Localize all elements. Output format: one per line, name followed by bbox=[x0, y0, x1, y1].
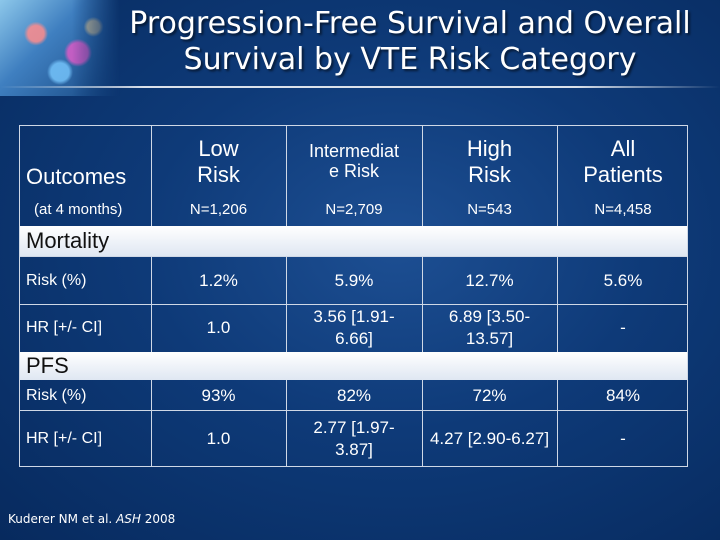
col-divider bbox=[422, 126, 423, 466]
header-intermediate-risk-line1: Intermediat bbox=[308, 141, 400, 161]
header-low-risk: Low Risk bbox=[151, 132, 286, 192]
table-cell: 5.6% bbox=[603, 270, 643, 290]
table-cell: 82% bbox=[336, 385, 372, 405]
col-divider bbox=[151, 126, 152, 466]
page-title: Progression-Free Survival and Overall Su… bbox=[110, 6, 710, 78]
cell-line: 6.66] bbox=[335, 329, 373, 348]
header-all-patients: All Patients bbox=[557, 132, 689, 192]
header-low-risk-line2: Risk bbox=[197, 162, 240, 187]
header-high-risk: High Risk bbox=[422, 132, 557, 192]
cell-line: 3.87] bbox=[335, 440, 373, 459]
header-high-risk-line2: Risk bbox=[468, 162, 511, 187]
row-divider bbox=[20, 304, 687, 305]
outcomes-table: Outcomes (at 4 months) Low Risk Intermed… bbox=[19, 125, 688, 467]
n-all-patients: N=4,458 bbox=[594, 200, 652, 218]
table-cell: 12.7% bbox=[465, 270, 514, 290]
row-label: HR [+/- CI] bbox=[26, 430, 103, 447]
table-cell: 72% bbox=[472, 385, 507, 405]
section-pfs: PFS bbox=[20, 352, 687, 380]
table-cell: 4.27 [2.90-6.27] bbox=[429, 429, 550, 448]
table-cell: 3.56 [1.91- 6.66] bbox=[286, 305, 422, 351]
header-outcomes: Outcomes bbox=[26, 164, 127, 189]
header-all-patients-line1: All bbox=[610, 136, 636, 161]
header-intermediate-risk-line2: e Risk bbox=[328, 161, 379, 181]
header-timeframe: (at 4 months) bbox=[34, 200, 123, 218]
title-divider bbox=[0, 86, 720, 88]
table-cell: 1.2% bbox=[199, 270, 238, 290]
cell-line: 2.77 [1.97- bbox=[313, 418, 395, 437]
header-all-patients-line2: Patients bbox=[583, 162, 663, 187]
n-intermediate-risk: N=2,709 bbox=[325, 200, 383, 218]
row-label: Risk (%) bbox=[26, 386, 87, 404]
n-high-risk: N=543 bbox=[467, 200, 512, 218]
table-cell: - bbox=[620, 429, 626, 448]
header-high-risk-line1: High bbox=[466, 136, 513, 161]
table-cell: - bbox=[620, 318, 626, 337]
col-divider bbox=[286, 126, 287, 466]
citation-authors: Kuderer NM et al. bbox=[8, 512, 113, 526]
row-divider bbox=[20, 410, 687, 411]
table-cell: 84% bbox=[605, 385, 641, 405]
citation-year: 2008 bbox=[144, 512, 176, 526]
col-divider bbox=[557, 126, 558, 466]
section-mortality: Mortality bbox=[20, 226, 687, 256]
table-cell: 93% bbox=[201, 385, 236, 405]
table-cell: 1.0 bbox=[206, 429, 231, 448]
title-line-2: Survival by VTE Risk Category bbox=[183, 42, 637, 77]
citation-journal: ASH bbox=[116, 512, 141, 526]
table-cell: 1.0 bbox=[206, 318, 231, 337]
medical-collage-icon bbox=[0, 0, 120, 96]
row-divider bbox=[20, 256, 687, 257]
title-line-1: Progression-Free Survival and Overall bbox=[129, 6, 691, 41]
cell-line: 6.89 [3.50- bbox=[448, 307, 531, 326]
header-low-risk-line1: Low bbox=[198, 136, 239, 161]
header-intermediate-risk: Intermediat e Risk bbox=[286, 136, 422, 186]
row-label: HR [+/- CI] bbox=[26, 319, 103, 336]
cell-line: 13.57] bbox=[465, 329, 514, 348]
table-cell: 6.89 [3.50- 13.57] bbox=[422, 305, 557, 351]
row-label: Risk (%) bbox=[26, 271, 87, 289]
table-cell: 5.9% bbox=[334, 270, 374, 290]
n-low-risk: N=1,206 bbox=[189, 200, 248, 218]
citation: Kuderer NM et al. ASH 2008 bbox=[8, 512, 175, 526]
table-cell: 2.77 [1.97- 3.87] bbox=[286, 411, 422, 467]
cell-line: 3.56 [1.91- bbox=[313, 307, 395, 326]
